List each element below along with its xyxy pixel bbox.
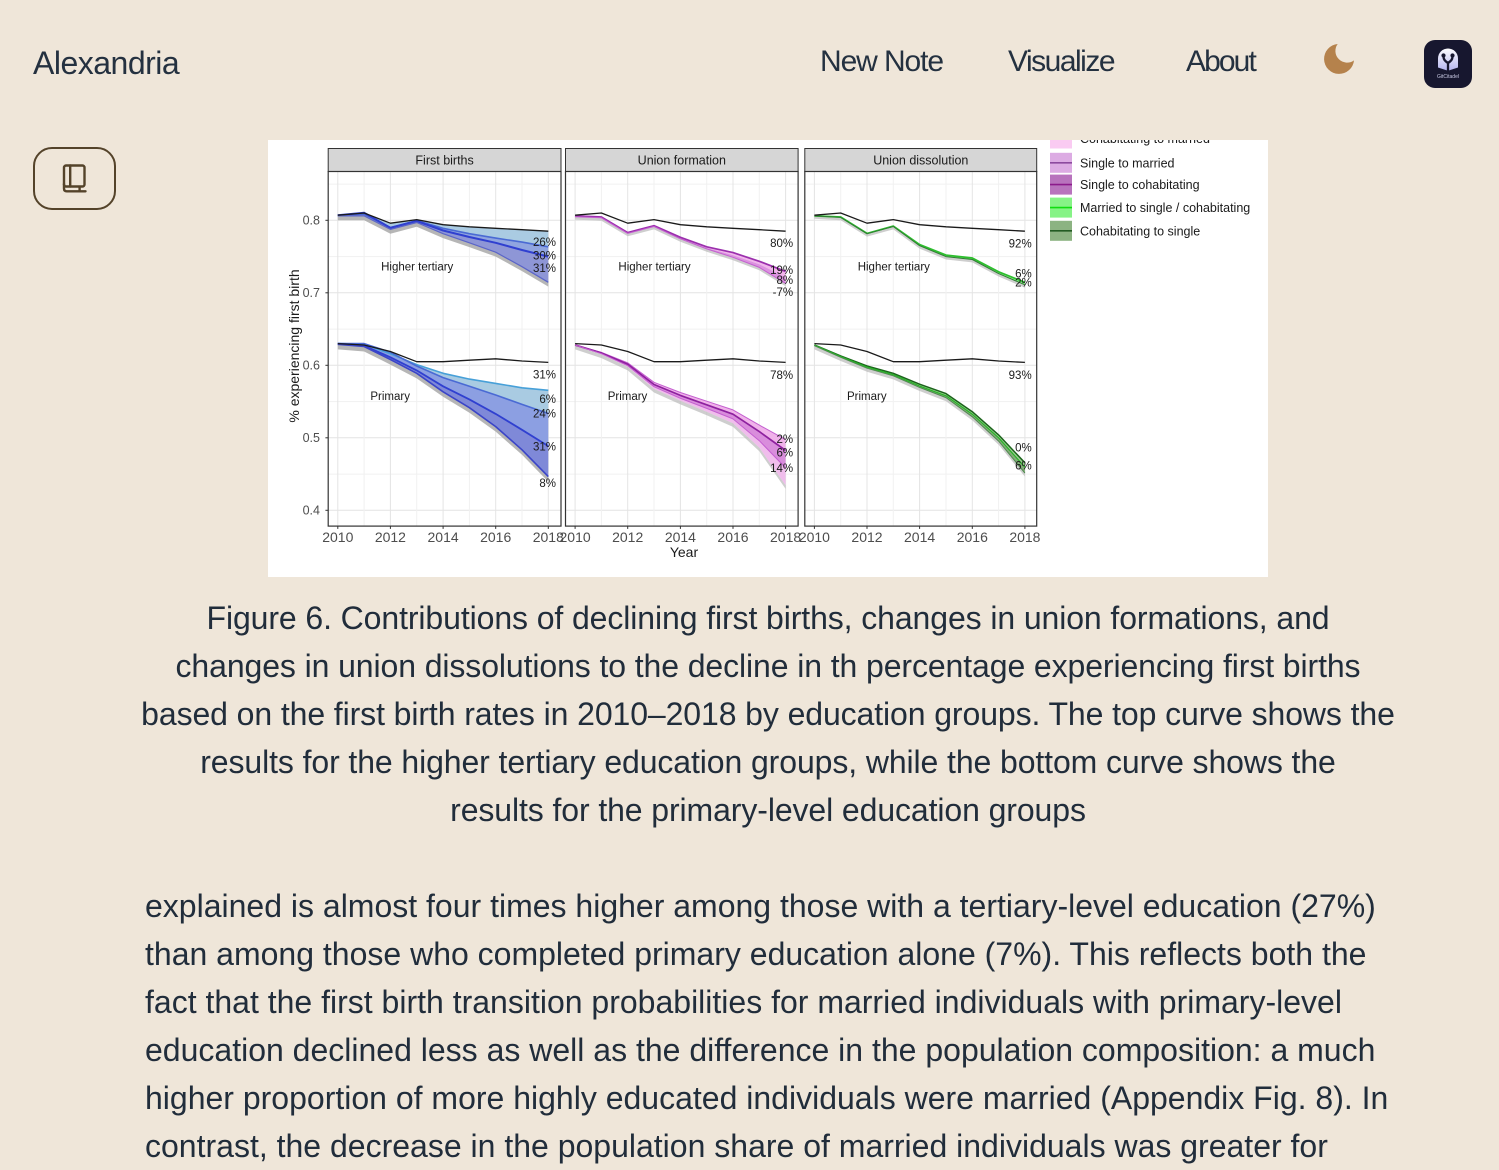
svg-text:Primary: Primary	[608, 391, 648, 403]
svg-text:80%: 80%	[770, 238, 793, 250]
svg-text:8%: 8%	[539, 478, 556, 490]
svg-text:2012: 2012	[851, 529, 882, 545]
svg-text:26%: 26%	[533, 237, 556, 249]
svg-text:2014: 2014	[904, 529, 935, 545]
svg-text:2%: 2%	[1015, 277, 1032, 289]
svg-text:31%: 31%	[533, 263, 556, 275]
svg-text:30%: 30%	[533, 250, 556, 262]
svg-text:First births: First births	[415, 154, 473, 168]
svg-text:92%: 92%	[1009, 239, 1032, 251]
svg-text:2018: 2018	[770, 529, 801, 545]
svg-text:6%: 6%	[1015, 269, 1032, 281]
svg-text:2018: 2018	[1009, 529, 1040, 545]
svg-text:Higher tertiary: Higher tertiary	[618, 262, 690, 274]
svg-text:2012: 2012	[612, 529, 643, 545]
svg-text:2010: 2010	[560, 529, 591, 545]
svg-text:Higher tertiary: Higher tertiary	[381, 262, 453, 274]
svg-text:2010: 2010	[799, 529, 830, 545]
svg-text:Single to cohabitating: Single to cohabitating	[1080, 178, 1200, 192]
svg-text:Primary: Primary	[370, 391, 410, 403]
svg-text:8%: 8%	[776, 275, 793, 287]
svg-text:93%: 93%	[1009, 370, 1032, 382]
svg-text:6%: 6%	[539, 394, 556, 406]
svg-text:0.7: 0.7	[303, 286, 320, 300]
svg-text:14%: 14%	[770, 463, 793, 475]
svg-text:2%: 2%	[776, 434, 793, 446]
svg-text:% experiencing first birth: % experiencing first birth	[286, 269, 302, 422]
svg-text:24%: 24%	[533, 409, 556, 421]
svg-text:19%: 19%	[770, 265, 793, 277]
svg-text:2012: 2012	[375, 529, 406, 545]
svg-text:Higher tertiary: Higher tertiary	[858, 262, 930, 274]
svg-text:0.5: 0.5	[303, 431, 320, 445]
svg-text:2014: 2014	[428, 529, 459, 545]
svg-text:Single to married: Single to married	[1080, 156, 1175, 170]
svg-text:Union dissolution: Union dissolution	[873, 154, 968, 168]
svg-text:31%: 31%	[533, 369, 556, 381]
svg-text:2010: 2010	[322, 529, 353, 545]
svg-text:2016: 2016	[717, 529, 748, 545]
svg-text:78%: 78%	[770, 370, 793, 382]
svg-text:0.6: 0.6	[303, 359, 320, 373]
svg-text:2018: 2018	[533, 529, 564, 545]
svg-text:0%: 0%	[1015, 443, 1032, 455]
svg-text:Year: Year	[670, 544, 699, 560]
svg-text:Union formation: Union formation	[638, 154, 726, 168]
svg-text:2014: 2014	[665, 529, 696, 545]
svg-text:Primary: Primary	[847, 391, 887, 403]
svg-text:GitCitadel: GitCitadel	[1437, 74, 1459, 80]
svg-text:6%: 6%	[1015, 461, 1032, 473]
svg-text:6%: 6%	[776, 448, 793, 460]
svg-text:31%: 31%	[533, 442, 556, 454]
svg-text:2016: 2016	[957, 529, 988, 545]
svg-text:-7%: -7%	[773, 287, 793, 299]
svg-text:0.8: 0.8	[303, 214, 320, 228]
svg-text:Married to single / cohabitati: Married to single / cohabitating	[1080, 201, 1250, 215]
svg-text:Cohabitating to married: Cohabitating to married	[1080, 140, 1210, 146]
svg-text:0.4: 0.4	[303, 504, 320, 518]
svg-text:2016: 2016	[480, 529, 511, 545]
svg-text:Cohabitating to single: Cohabitating to single	[1080, 224, 1200, 238]
